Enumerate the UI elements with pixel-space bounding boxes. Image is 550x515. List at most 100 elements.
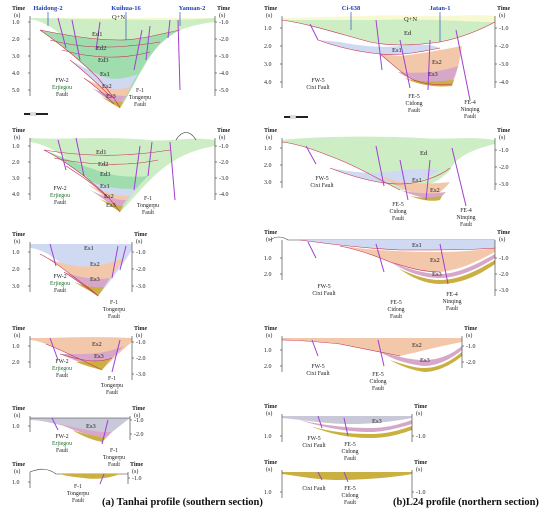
fault-label: Tongerpu: [103, 455, 125, 461]
fault-label: FW-2: [53, 274, 66, 280]
fault-label: Fault: [464, 114, 476, 120]
fault-label: Cixi Fault: [312, 291, 336, 297]
time-label: Time: [12, 232, 26, 238]
left-panel-2: Ed1 Ed2 Ed3 Es1 Es2 Es3 FW-2 Erjiegou Fa…: [30, 132, 215, 216]
time-label: Time: [130, 462, 144, 468]
tick-label: 3.0: [264, 62, 272, 68]
fault-label: Fault: [72, 498, 84, 504]
unit-label: (s): [499, 12, 505, 19]
fault-label: Tongerpu: [137, 203, 159, 209]
fault-label: FE-5: [390, 300, 402, 306]
tick-label: 3.0: [12, 54, 20, 60]
tick-label: -2.0: [219, 37, 229, 43]
time-axes: Time Time(s) (s)1.02.03.04.05.0-1.0-2.0-3.…: [12, 6, 511, 498]
fault-label: Fault: [106, 390, 118, 396]
time-label: Time: [414, 404, 428, 410]
unit-label: Es1: [100, 183, 110, 190]
fault-label: FW-2: [55, 359, 68, 365]
fault-label: FW-5: [317, 284, 330, 290]
fault-label: Fault: [54, 288, 66, 294]
tick-label: -2.0: [499, 272, 509, 278]
time-label: Time: [12, 128, 26, 134]
tick-label: -1.0: [134, 418, 144, 424]
unit-label: Es2: [430, 257, 440, 264]
unit-label: Ed1: [92, 31, 102, 38]
tick-label: -2.0: [136, 356, 146, 362]
time-label: Time: [414, 460, 428, 466]
tick-label: -4.0: [219, 192, 229, 198]
fault-label: F-1: [108, 376, 116, 382]
tick-label: -3.0: [136, 284, 146, 290]
fault-label: Fault: [142, 210, 154, 216]
tick-label: 3.0: [12, 284, 20, 290]
unit-label: Ed3: [100, 171, 110, 178]
tick-label: 2.0: [264, 44, 272, 50]
fault-label: Cidong: [369, 379, 386, 385]
time-label: Time: [264, 6, 278, 12]
unit-label: (s): [14, 238, 20, 245]
unit-label: (s): [136, 238, 142, 245]
unit-label: Es1: [392, 47, 402, 54]
tick-label: 4.0: [12, 192, 20, 198]
fault-label: Fault: [108, 314, 120, 320]
unit-label: Ed2: [96, 45, 106, 52]
fault-label: F-1: [136, 88, 144, 94]
unit-label: (s): [14, 468, 20, 475]
unit-label: (s): [132, 468, 138, 475]
fault-label: F-1: [144, 196, 152, 202]
left-panel-1: Haidong-2 Kuihua-16 Yanuan-2 Q+N Ed1 Ed2…: [24, 5, 215, 116]
unit-label: Es3: [86, 423, 96, 430]
time-label: Time: [264, 128, 278, 134]
time-label: Time: [217, 128, 231, 134]
fault-label: Fault: [344, 456, 356, 462]
tick-label: -3.0: [219, 54, 229, 60]
unit-label: Es2: [90, 261, 100, 268]
fault-label: Fault: [108, 462, 120, 468]
tick-label: 1.0: [12, 424, 20, 430]
unit-label: Es2: [432, 59, 442, 66]
tick-label: 2.0: [264, 272, 272, 278]
unit-label: Es1: [412, 242, 422, 249]
tick-label: 1.0: [264, 434, 272, 440]
fault-label: Fault: [54, 200, 66, 206]
fault-label: FE-5: [372, 372, 384, 378]
tick-label: -1.0: [499, 256, 509, 262]
fault-label: FE-5: [408, 94, 420, 100]
right-panel-3: Es1 Es2 Es3 FW-5 Cixi Fault FE-5 Cidong …: [269, 236, 496, 320]
right-panel-4: Es2 Es3 FW-5 Cixi Fault FE-5 Cidong Faul…: [281, 338, 462, 392]
fault-label: Ninqing: [456, 215, 475, 221]
tick-label: -2.0: [466, 360, 476, 366]
fault-label: Fault: [344, 500, 356, 506]
tick-label: -1.0: [416, 434, 426, 440]
tick-label: -2.0: [136, 267, 146, 273]
time-label: Time: [464, 326, 478, 332]
fault-label: Tongerpu: [101, 383, 123, 389]
tick-label: -1.0: [499, 148, 509, 154]
time-label: Time: [134, 326, 148, 332]
unit-label: (s): [14, 332, 20, 339]
fault-label: F-1: [74, 484, 82, 490]
unit-label: (s): [466, 332, 472, 339]
caption-right: (b)L24 profile (northern section): [393, 497, 539, 508]
scale-bar: [284, 115, 308, 119]
right-panel-2: Ed Es1 Es2 FW-5 Cixi Fault FE-5 Cidong F…: [281, 136, 495, 228]
time-label: Time: [12, 6, 26, 12]
fault-label: Cidong: [405, 101, 422, 107]
fault-label: Fault: [390, 314, 402, 320]
fault-label: Cidong: [341, 493, 358, 499]
tick-label: 5.0: [12, 88, 20, 94]
time-label: Time: [12, 406, 26, 412]
tick-label: -5.0: [219, 88, 229, 94]
fault-label: Erjiegou: [50, 281, 70, 287]
fault-label: FE-4: [464, 100, 476, 106]
time-label: Time: [12, 326, 26, 332]
well-label: Ci-638: [342, 5, 361, 12]
fault-label: Fault: [134, 102, 146, 108]
fault-label: Fault: [56, 448, 68, 454]
tick-label: -3.0: [136, 372, 146, 378]
left-panel-3: Es1 Es2 Es3 FW-2 Erjiegou Fault F-1 Tong…: [30, 243, 132, 320]
fault-label: Tongerpu: [129, 95, 151, 101]
fault-label: Cixi Fault: [306, 371, 330, 377]
left-panel-4: Es2 Es3 FW-2 Erjiegou Fault F-1 Tongerpu…: [30, 337, 132, 396]
fault-label: FE-5: [344, 486, 356, 492]
